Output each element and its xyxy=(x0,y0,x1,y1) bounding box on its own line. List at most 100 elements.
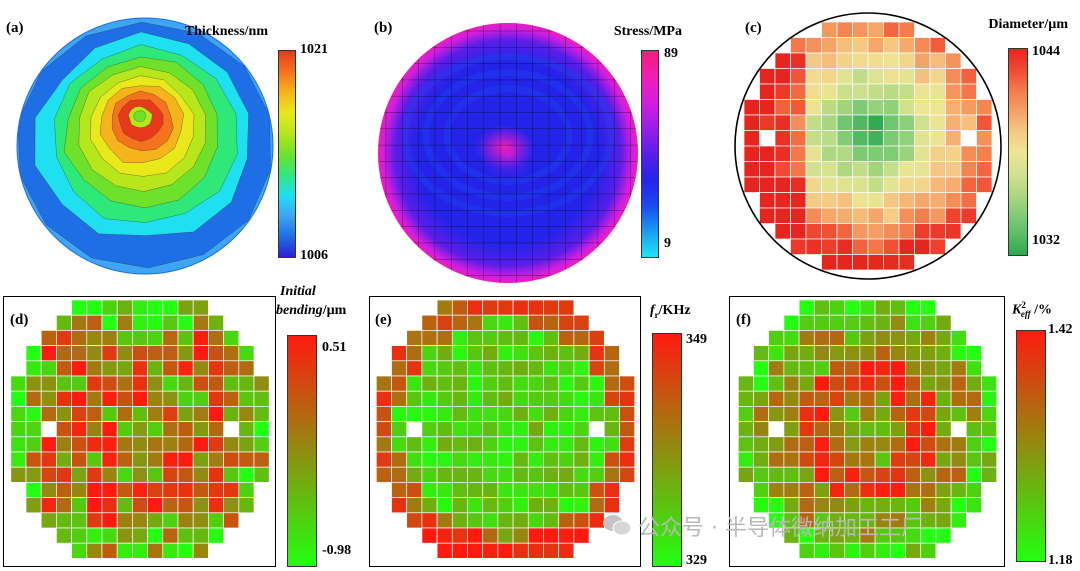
map-cell xyxy=(116,451,133,468)
map-cell xyxy=(867,99,884,116)
map-cell xyxy=(147,345,164,362)
map-cell xyxy=(859,451,876,468)
map-cell xyxy=(177,436,194,453)
map-cell xyxy=(844,451,861,468)
map-cell xyxy=(914,238,931,255)
map-cell xyxy=(558,330,575,346)
map-cell xyxy=(790,145,807,162)
map-cell xyxy=(162,497,179,514)
map-cell xyxy=(451,451,468,468)
map-cell xyxy=(467,512,484,529)
map-cell xyxy=(920,421,937,438)
map-cell xyxy=(177,527,194,544)
map-cell xyxy=(914,68,931,85)
map-cell xyxy=(805,176,822,193)
stress-ripple-3 xyxy=(401,53,615,217)
map-cell xyxy=(867,223,884,240)
map-cell xyxy=(101,451,118,468)
map-cell xyxy=(883,21,900,38)
map-cell xyxy=(874,436,891,453)
map-cell xyxy=(223,390,240,407)
map-cell xyxy=(71,390,88,407)
map-cell xyxy=(208,330,224,346)
map-cell xyxy=(497,390,514,407)
map-cell xyxy=(753,390,770,407)
map-cell xyxy=(132,482,148,498)
map-cell xyxy=(790,68,807,85)
map-cell xyxy=(558,390,575,407)
map-cell xyxy=(805,68,822,85)
map-cell xyxy=(883,130,900,147)
map-cell xyxy=(543,360,560,377)
map-cell xyxy=(467,421,484,438)
map-cell xyxy=(783,375,800,392)
map-cell xyxy=(929,68,946,85)
map-cell xyxy=(71,527,88,544)
map-cell xyxy=(208,345,224,362)
map-cell xyxy=(945,99,962,116)
diameter-colorbar-title: Diameter/µm xyxy=(988,17,1068,32)
map-cell xyxy=(86,527,103,544)
map-cell xyxy=(874,314,891,331)
map-cell xyxy=(421,390,438,407)
map-cell xyxy=(406,375,423,392)
map-cell xyxy=(238,436,255,453)
map-cell xyxy=(451,512,468,529)
map-cell xyxy=(852,207,869,224)
map-cell xyxy=(920,314,937,331)
map-cell xyxy=(950,375,967,392)
map-cell xyxy=(558,482,575,498)
map-cell xyxy=(101,360,118,377)
map-cell xyxy=(56,390,72,407)
map-cell xyxy=(805,145,822,162)
map-cell xyxy=(874,451,891,468)
map-cell xyxy=(813,482,830,498)
map-cell xyxy=(965,375,982,392)
map-cell xyxy=(451,390,468,407)
map-cell xyxy=(821,68,838,85)
map-cell xyxy=(898,21,915,38)
map-cell xyxy=(497,421,514,438)
map-cell xyxy=(805,207,822,224)
map-cell xyxy=(101,421,118,438)
map-cell xyxy=(905,299,922,316)
map-cell xyxy=(25,345,42,362)
map-cell xyxy=(783,360,800,377)
map-cell xyxy=(436,299,453,316)
map-cell xyxy=(874,375,891,392)
map-cell xyxy=(743,161,760,178)
map-cell xyxy=(945,130,962,147)
map-cell xyxy=(482,421,499,438)
map-cell xyxy=(527,542,544,559)
map-cell xyxy=(929,238,946,255)
map-cell xyxy=(836,192,853,209)
map-cell xyxy=(375,466,392,483)
map-cell xyxy=(753,436,770,453)
map-cell xyxy=(836,21,853,38)
map-cell xyxy=(753,482,770,498)
map-cell xyxy=(874,299,891,316)
map-cell xyxy=(512,314,529,331)
map-cell xyxy=(558,436,575,453)
map-cell xyxy=(192,497,209,514)
map-cell xyxy=(821,99,838,116)
map-cell xyxy=(375,436,392,453)
map-cell xyxy=(935,466,952,483)
frequency-colorbar-max: 349 xyxy=(686,332,707,347)
map-cell xyxy=(898,223,915,240)
map-cell xyxy=(790,238,807,255)
map-cell xyxy=(852,161,869,178)
map-cell xyxy=(960,145,977,162)
map-cell xyxy=(208,466,224,483)
map-cell xyxy=(914,52,931,69)
map-cell xyxy=(859,345,876,362)
map-cell xyxy=(981,406,998,422)
map-cell xyxy=(914,161,931,178)
map-cell xyxy=(253,436,270,453)
map-cell xyxy=(467,436,484,453)
map-cell xyxy=(25,436,42,453)
map-cell xyxy=(116,527,133,544)
map-cell xyxy=(783,314,800,331)
map-cell xyxy=(192,330,209,346)
map-cell xyxy=(467,345,484,362)
